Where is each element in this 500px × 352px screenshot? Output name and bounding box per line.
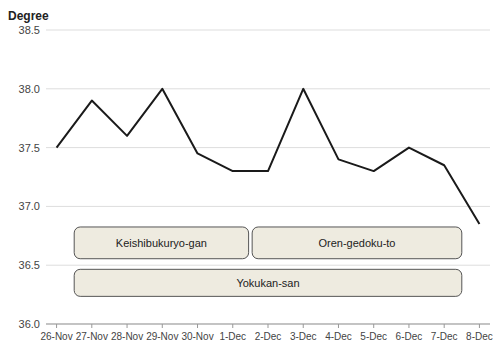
x-tick	[162, 324, 163, 328]
x-tick	[338, 324, 339, 328]
x-tick	[444, 324, 445, 328]
x-tick	[479, 324, 480, 328]
x-tick-label: 26-Nov	[40, 331, 72, 342]
y-tick-label: 37.0	[19, 200, 40, 212]
x-tick-label: 2-Dec	[255, 331, 282, 342]
x-tick	[268, 324, 269, 328]
y-axis-label: Degree	[8, 9, 49, 23]
medication-label: Yokukan-san	[236, 277, 299, 289]
grid-line	[46, 265, 490, 266]
grid-line	[46, 88, 490, 89]
x-tick	[197, 324, 198, 328]
y-tick-label: 36.0	[19, 318, 40, 330]
x-tick-label: 30-Nov	[181, 331, 213, 342]
y-tick-label: 36.5	[19, 259, 40, 271]
medication-label: Oren-gedoku-to	[318, 237, 395, 249]
medication-box	[252, 227, 462, 259]
grid-line	[46, 30, 490, 31]
x-tick-label: 29-Nov	[146, 331, 178, 342]
x-tick	[232, 324, 233, 328]
x-tick-label: 27-Nov	[76, 331, 108, 342]
x-tick	[303, 324, 304, 328]
x-tick-label: 1-Dec	[219, 331, 246, 342]
y-tick-label: 38.5	[19, 24, 40, 36]
medication-box	[74, 227, 248, 259]
x-tick	[127, 324, 128, 328]
x-tick-label: 7-Dec	[431, 331, 458, 342]
chart: 36.0 36.5 37.0 37.5 38.0 38.5 26-Nov 27-Nov28-N…	[0, 0, 500, 352]
medication-box	[74, 269, 462, 296]
grid-line	[46, 206, 490, 207]
line	[57, 89, 480, 224]
x-tick-label: 4-Dec	[325, 331, 352, 342]
medication-label: Keishibukuryo-gan	[116, 237, 207, 249]
x-tick	[408, 324, 409, 328]
x-tick-label: 5-Dec	[360, 331, 387, 342]
x-tick	[56, 324, 57, 328]
x-tick	[91, 324, 92, 328]
x-tick-label: 28-Nov	[111, 331, 143, 342]
y-tick-label: 38.0	[19, 83, 40, 95]
grid-line	[46, 147, 490, 148]
x-tick-label: 3-Dec	[290, 331, 317, 342]
plot-area	[57, 89, 480, 224]
x-tick-label: 6-Dec	[396, 331, 423, 342]
x-tick-label: 8-Dec	[466, 331, 493, 342]
y-tick-label: 37.5	[19, 142, 40, 154]
x-tick	[373, 324, 374, 328]
